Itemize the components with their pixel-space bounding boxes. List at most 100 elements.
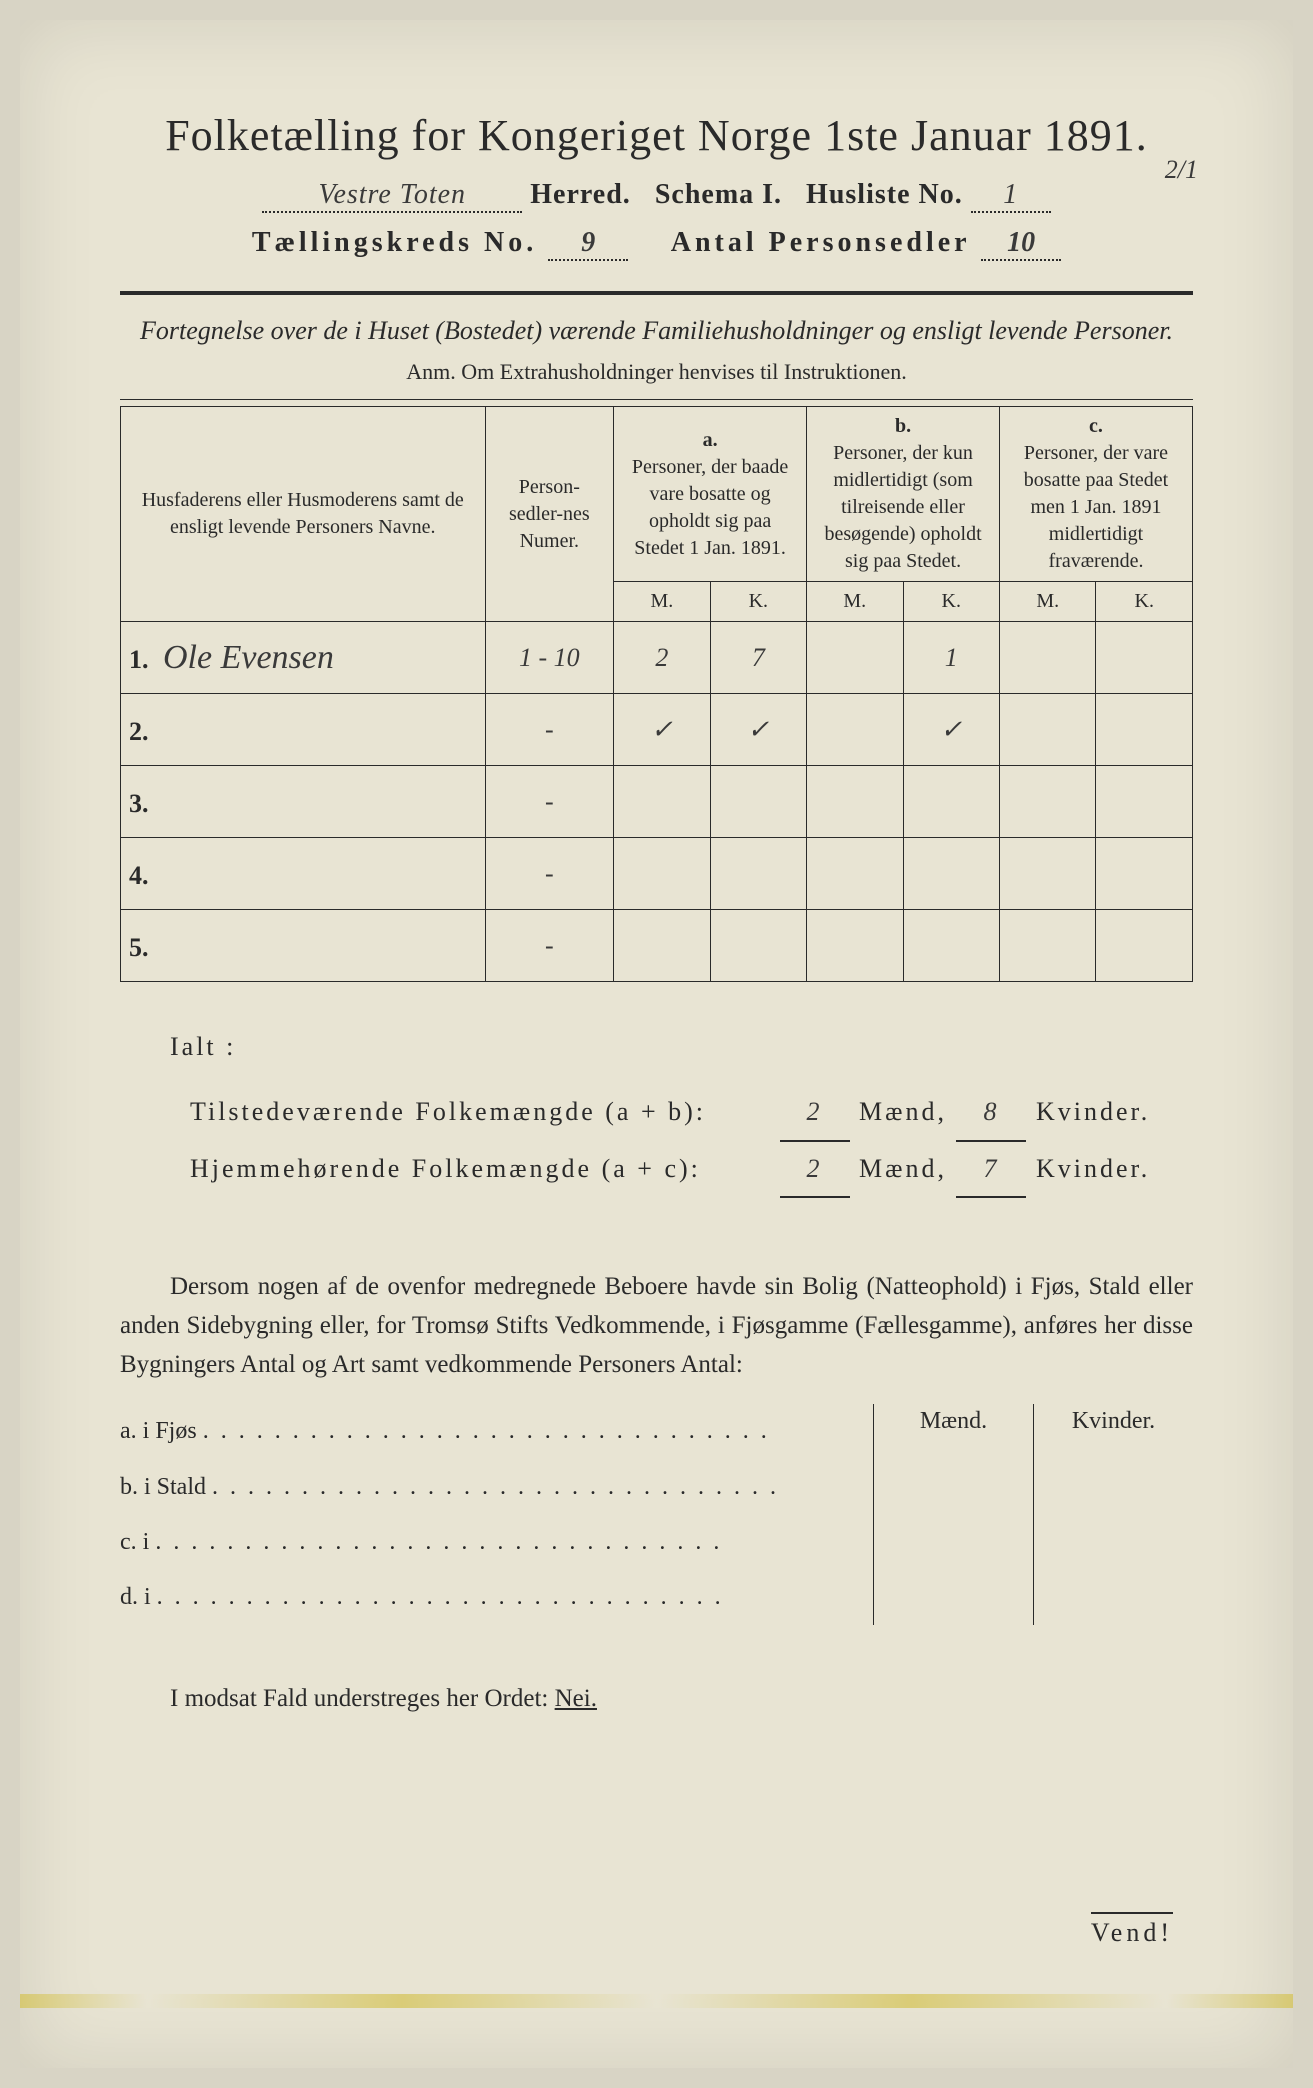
header-line-herred: Vestre Toten Herred. Schema I. Husliste … xyxy=(120,179,1193,213)
th-name: Husfaderens eller Husmoderens samt de en… xyxy=(121,407,486,622)
kreds-no-field: 9 xyxy=(548,227,628,261)
cell-name: 3. xyxy=(121,766,486,838)
th-a-top: a. xyxy=(703,429,718,451)
ialt-line1-m: 2 xyxy=(780,1085,850,1142)
sidebuilding-paragraph: Dersom nogen af de ovenfor medregnede Be… xyxy=(120,1268,1193,1384)
cell-cm xyxy=(1000,910,1096,982)
cell-bk xyxy=(903,910,999,982)
side-c-label: c. i xyxy=(120,1529,149,1555)
maend-label: Mænd, xyxy=(859,1097,947,1126)
header-line-kreds: Tællingskreds No. 9 Antal Personsedler 1… xyxy=(120,227,1193,261)
nei-word: Nei. xyxy=(555,1685,597,1712)
cell-cm xyxy=(1000,838,1096,910)
ialt-summary: Ialt : Tilstedeværende Folkemængde (a + … xyxy=(120,1020,1193,1198)
kvinder-label: Kvinder. xyxy=(1036,1097,1150,1126)
section-description: Fortegnelse over de i Huset (Bostedet) v… xyxy=(120,313,1193,349)
dots: . . . . . . . . . . . . . . . . . . . . … xyxy=(155,1529,722,1555)
th-a: a. Personer, der baade vare bosatte og o… xyxy=(614,407,807,582)
cell-ck xyxy=(1096,622,1193,694)
side-row-d: d. i . . . . . . . . . . . . . . . . . .… xyxy=(120,1570,853,1625)
binding-stripe xyxy=(20,1994,1293,2008)
table-row: 5. - xyxy=(121,910,1193,982)
cell-ak xyxy=(710,838,806,910)
cell-name: 1. Ole Evensen xyxy=(121,622,486,694)
page-title: Folketælling for Kongeriget Norge 1ste J… xyxy=(120,110,1193,161)
th-a-text: Personer, der baade vare bosatte og opho… xyxy=(632,456,788,559)
sedler-no-field: 10 xyxy=(981,227,1061,261)
cell-ak xyxy=(710,766,806,838)
cell-bk xyxy=(903,838,999,910)
cell-ck xyxy=(1096,694,1193,766)
cell-ak: 7 xyxy=(710,622,806,694)
nei-text: I modsat Fald understreges her Ordet: xyxy=(170,1685,555,1712)
divider xyxy=(120,291,1193,295)
dots: . . . . . . . . . . . . . . . . . . . . … xyxy=(203,1418,770,1444)
ialt-line2: Hjemmehørende Folkemængde (a + c): 2 Mæn… xyxy=(190,1142,1193,1199)
cell-num: - xyxy=(485,694,614,766)
section-note: Anm. Om Extrahusholdninger henvises til … xyxy=(120,359,1193,385)
th-numer: Person-sedler-nes Numer. xyxy=(485,407,614,622)
side-kvinder-col: Kvinder. xyxy=(1033,1404,1193,1625)
cell-bk: 1 xyxy=(903,622,999,694)
dots: . . . . . . . . . . . . . . . . . . . . … xyxy=(157,1584,724,1610)
th-bk: K. xyxy=(903,582,999,622)
cell-am xyxy=(614,766,710,838)
ialt-line2-label: Hjemmehørende Folkemængde (a + c): xyxy=(190,1142,770,1197)
cell-bm xyxy=(807,766,903,838)
sidebuilding-table: a. i Fjøs . . . . . . . . . . . . . . . … xyxy=(120,1404,1193,1625)
cell-ck xyxy=(1096,910,1193,982)
husliste-label: Husliste No. xyxy=(806,179,963,210)
th-bm: M. xyxy=(807,582,903,622)
th-b: b. Personer, der kun midlertidigt (som t… xyxy=(807,407,1000,582)
cell-ak: ✓ xyxy=(710,694,806,766)
cell-bm xyxy=(807,838,903,910)
side-b-label: b. i Stald xyxy=(120,1474,206,1500)
table-row: 3. - xyxy=(121,766,1193,838)
cell-am: ✓ xyxy=(614,694,710,766)
cell-cm xyxy=(1000,766,1096,838)
cell-bm xyxy=(807,622,903,694)
th-am: M. xyxy=(614,582,710,622)
sidebuilding-list: a. i Fjøs . . . . . . . . . . . . . . . … xyxy=(120,1404,873,1625)
th-c: c. Personer, der vare bosatte paa Stedet… xyxy=(1000,407,1193,582)
cell-num: - xyxy=(485,766,614,838)
census-form-page: Folketælling for Kongeriget Norge 1ste J… xyxy=(20,20,1293,2068)
cell-num: - xyxy=(485,910,614,982)
side-row-a: a. i Fjøs . . . . . . . . . . . . . . . … xyxy=(120,1404,853,1459)
cell-am xyxy=(614,910,710,982)
cell-bm xyxy=(807,694,903,766)
cell-am xyxy=(614,838,710,910)
ialt-line2-m: 2 xyxy=(780,1142,850,1199)
schema-label: Schema I. xyxy=(655,179,782,210)
cell-ck xyxy=(1096,766,1193,838)
maend-label: Mænd, xyxy=(859,1154,947,1183)
kvinder-label: Kvinder. xyxy=(1036,1154,1150,1183)
cell-name: 2. xyxy=(121,694,486,766)
husliste-no-field: 1 xyxy=(971,179,1051,213)
table-row: 4. - xyxy=(121,838,1193,910)
side-row-c: c. i . . . . . . . . . . . . . . . . . .… xyxy=(120,1515,853,1570)
th-b-top: b. xyxy=(895,415,911,437)
table-row: 2. -✓✓✓ xyxy=(121,694,1193,766)
cell-bm xyxy=(807,910,903,982)
th-c-text: Personer, der vare bosatte paa Stedet me… xyxy=(1024,442,1168,572)
herred-label: Herred. xyxy=(530,179,631,210)
th-ak: K. xyxy=(710,582,806,622)
sidebuilding-counts: Mænd. Kvinder. xyxy=(873,1404,1193,1625)
cell-cm xyxy=(1000,694,1096,766)
side-d-label: d. i xyxy=(120,1584,151,1610)
cell-num: - xyxy=(485,838,614,910)
th-c-top: c. xyxy=(1089,415,1103,437)
ialt-line1-k: 8 xyxy=(956,1085,1026,1142)
th-cm: M. xyxy=(1000,582,1096,622)
vend-label: Vend! xyxy=(1091,1912,1173,1948)
cell-ak xyxy=(710,910,806,982)
ialt-line1-label: Tilstedeværende Folkemængde (a + b): xyxy=(190,1085,770,1140)
side-a-label: a. i Fjøs xyxy=(120,1418,197,1444)
cell-bk xyxy=(903,766,999,838)
sedler-label: Antal Personsedler xyxy=(671,227,970,258)
ialt-line2-k: 7 xyxy=(956,1142,1026,1199)
ialt-line1: Tilstedeværende Folkemængde (a + b): 2 M… xyxy=(190,1085,1193,1142)
cell-num: 1 - 10 xyxy=(485,622,614,694)
cell-am: 2 xyxy=(614,622,710,694)
